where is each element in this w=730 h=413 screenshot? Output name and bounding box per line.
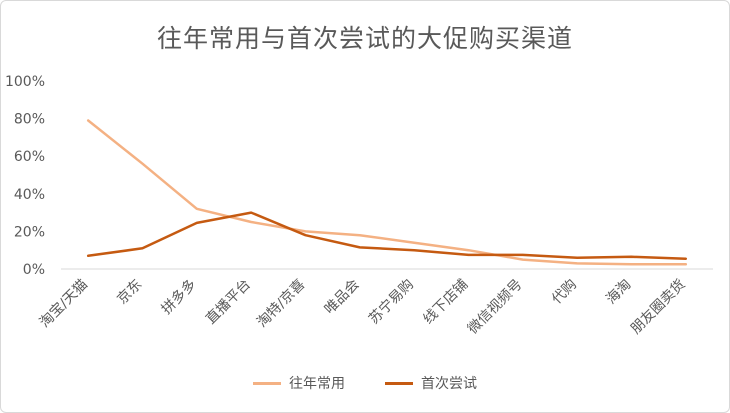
y-tick-label: 80% — [14, 112, 45, 128]
x-tick-label: 淘宝/天猫 — [37, 277, 91, 331]
x-tick-label: 唯品会 — [322, 277, 363, 318]
legend-swatch-series-0 — [253, 381, 281, 385]
legend-item-series-1: 首次尝试 — [385, 373, 477, 393]
x-tick-label: 京东 — [114, 277, 145, 308]
x-tick-label: 拼多多 — [158, 276, 200, 318]
x-tick-label: 苏宁易购 — [365, 276, 417, 328]
series-line-1 — [86, 211, 688, 260]
legend-label-series-1: 首次尝试 — [421, 376, 477, 392]
y-tick-label: 100% — [5, 74, 45, 90]
legend-item-series-0: 往年常用 — [253, 373, 345, 393]
chart-legend: 往年常用 首次尝试 — [1, 373, 729, 393]
x-tick-label: 淘特/京喜 — [254, 277, 308, 331]
legend-label-series-0: 往年常用 — [289, 376, 345, 392]
legend-swatch-series-1 — [385, 381, 413, 385]
x-tick-label: 线下店铺 — [420, 277, 471, 328]
series-line-0 — [86, 119, 688, 266]
x-tick-label: 朋友圈卖货 — [627, 276, 689, 338]
x-tick-label: 直播平台 — [202, 276, 254, 328]
y-tick-label: 20% — [14, 224, 45, 240]
x-tick-label: 微信视频号 — [465, 277, 526, 338]
x-tick-label: 代购 — [549, 277, 580, 308]
y-tick-label: 0% — [23, 262, 45, 278]
x-tick-label: 海淘 — [603, 277, 634, 308]
y-tick-label: 60% — [14, 149, 45, 165]
chart-title: 往年常用与首次尝试的大促购买渠道 — [156, 24, 573, 53]
y-tick-label: 40% — [14, 187, 45, 203]
